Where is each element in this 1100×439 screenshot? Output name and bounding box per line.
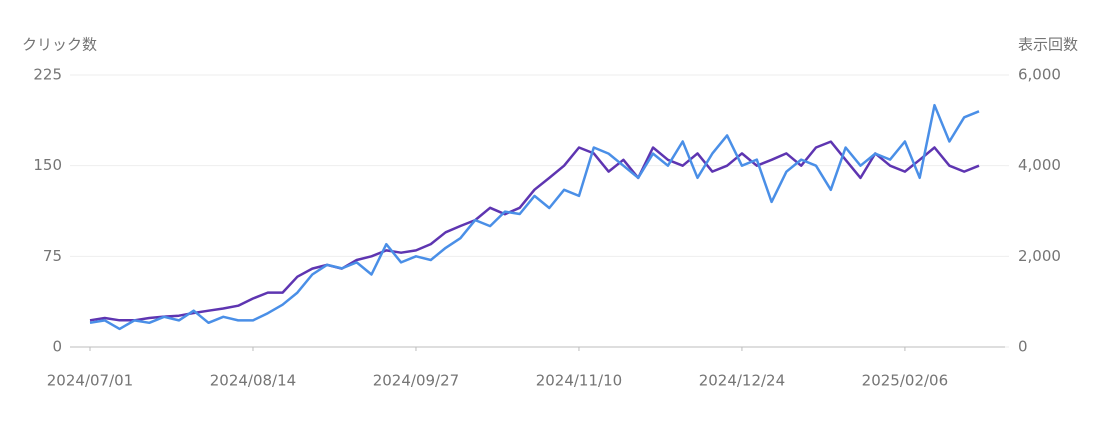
- series-line: [89, 103, 980, 331]
- y2-tick-label: 6,000: [1018, 66, 1061, 84]
- y2-tick-label: 0: [1018, 338, 1028, 356]
- y-tick-label: 150: [33, 156, 62, 174]
- x-tick-label: 2024/11/10: [536, 372, 622, 390]
- y2-axis-title: 表示回数: [1018, 36, 1078, 54]
- y-tick-label: 0: [52, 338, 62, 356]
- y-tick-label: 75: [43, 247, 62, 265]
- x-tick-label: 2024/07/01: [47, 372, 133, 390]
- y2-tick-label: 4,000: [1018, 156, 1061, 174]
- y2-tick-label: 2,000: [1018, 247, 1061, 265]
- series-line: [89, 140, 980, 322]
- y-tick-label: 225: [33, 66, 62, 84]
- x-tick-label: 2024/08/14: [210, 372, 296, 390]
- x-tick-label: 2024/09/27: [373, 372, 459, 390]
- x-tick-label: 2025/02/06: [862, 372, 948, 390]
- y-axis-title: クリック数: [22, 36, 97, 54]
- x-tick-label: 2024/12/24: [699, 372, 785, 390]
